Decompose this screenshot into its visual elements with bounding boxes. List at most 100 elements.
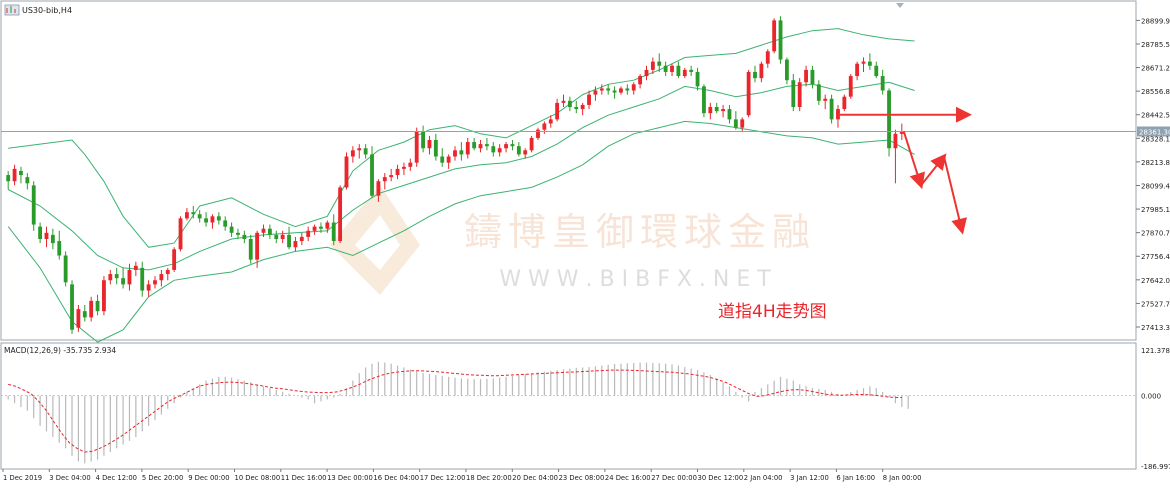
candle[interactable]	[523, 148, 528, 159]
candle[interactable]	[619, 86, 623, 95]
candle[interactable]	[491, 142, 496, 157]
candle[interactable]	[836, 104, 840, 128]
candle[interactable]	[861, 57, 866, 72]
candle[interactable]	[874, 61, 879, 79]
candle[interactable]	[453, 146, 457, 161]
candle[interactable]	[855, 61, 860, 81]
candle[interactable]	[223, 216, 228, 231]
candle[interactable]	[108, 269, 113, 285]
candle[interactable]	[402, 162, 406, 176]
candle[interactable]	[816, 80, 821, 105]
candle[interactable]	[510, 140, 515, 151]
candle[interactable]	[887, 88, 891, 157]
candle[interactable]	[433, 133, 438, 161]
candle[interactable]	[842, 94, 847, 112]
candle[interactable]	[561, 94, 566, 107]
candle[interactable]	[344, 152, 349, 190]
macd-panel-frame[interactable]	[0, 342, 1137, 470]
candle[interactable]	[242, 230, 247, 244]
candle[interactable]	[644, 65, 649, 81]
candle[interactable]	[25, 173, 30, 190]
candle[interactable]	[580, 102, 585, 116]
candle[interactable]	[497, 144, 502, 157]
candle[interactable]	[133, 261, 138, 277]
candle[interactable]	[695, 67, 700, 91]
candle[interactable]	[631, 82, 636, 95]
candle[interactable]	[797, 78, 802, 112]
candle[interactable]	[459, 142, 464, 161]
candle[interactable]	[57, 230, 62, 260]
candle[interactable]	[44, 226, 49, 248]
candle[interactable]	[555, 98, 560, 122]
candle[interactable]	[880, 69, 885, 95]
candle[interactable]	[114, 267, 119, 285]
candle[interactable]	[89, 296, 94, 322]
candle[interactable]	[612, 86, 617, 99]
candle[interactable]	[791, 74, 796, 112]
candle[interactable]	[708, 102, 713, 120]
candle[interactable]	[280, 230, 285, 244]
candle[interactable]	[76, 305, 81, 332]
candle[interactable]	[638, 74, 643, 89]
candle[interactable]	[529, 135, 534, 153]
candle[interactable]	[357, 144, 362, 159]
candle[interactable]	[536, 127, 540, 140]
candle[interactable]	[446, 154, 451, 169]
candle[interactable]	[650, 57, 655, 75]
candle[interactable]	[102, 276, 106, 316]
candle[interactable]	[727, 104, 732, 124]
candle[interactable]	[312, 224, 317, 235]
candle[interactable]	[465, 137, 470, 159]
current-price-line[interactable]: 28361.30	[1, 126, 1170, 137]
candle[interactable]	[548, 115, 553, 128]
candle[interactable]	[663, 61, 668, 77]
candle[interactable]	[248, 234, 253, 264]
candle[interactable]	[376, 179, 381, 202]
candle[interactable]	[50, 228, 55, 250]
candle[interactable]	[574, 100, 579, 114]
candle[interactable]	[95, 294, 100, 316]
candle[interactable]	[733, 111, 738, 130]
candle[interactable]	[472, 137, 477, 151]
candle[interactable]	[236, 228, 240, 239]
candle[interactable]	[625, 84, 630, 95]
candle[interactable]	[70, 280, 74, 334]
candle[interactable]	[12, 164, 17, 186]
candle[interactable]	[140, 261, 145, 297]
candle[interactable]	[778, 16, 783, 64]
candle[interactable]	[319, 222, 323, 233]
candle[interactable]	[127, 263, 132, 291]
candle[interactable]	[587, 90, 591, 110]
candle[interactable]	[785, 57, 789, 85]
candle[interactable]	[740, 117, 745, 132]
candle[interactable]	[325, 220, 330, 233]
candle[interactable]	[829, 94, 834, 124]
candle[interactable]	[804, 65, 808, 87]
price-panel-frame[interactable]	[0, 0, 1137, 341]
candle[interactable]	[197, 210, 202, 223]
candle[interactable]	[38, 222, 43, 244]
candle[interactable]	[772, 18, 777, 54]
candle[interactable]	[599, 84, 604, 95]
candle[interactable]	[287, 226, 291, 250]
candle[interactable]	[408, 158, 413, 171]
candle[interactable]	[146, 280, 151, 297]
candle[interactable]	[440, 148, 445, 167]
candle[interactable]	[867, 53, 872, 70]
candle[interactable]	[504, 142, 508, 153]
candle[interactable]	[848, 74, 853, 99]
candle[interactable]	[567, 96, 572, 112]
candle[interactable]	[395, 164, 400, 180]
candle[interactable]	[765, 49, 770, 68]
candle[interactable]	[255, 230, 260, 268]
candle[interactable]	[670, 63, 674, 77]
candle[interactable]	[121, 267, 125, 289]
candle[interactable]	[261, 224, 266, 237]
candle[interactable]	[893, 129, 898, 184]
candle[interactable]	[427, 135, 432, 155]
candle[interactable]	[759, 61, 764, 83]
candle[interactable]	[389, 168, 394, 182]
shift-marker-icon[interactable]	[896, 3, 904, 8]
candle[interactable]	[178, 216, 183, 252]
